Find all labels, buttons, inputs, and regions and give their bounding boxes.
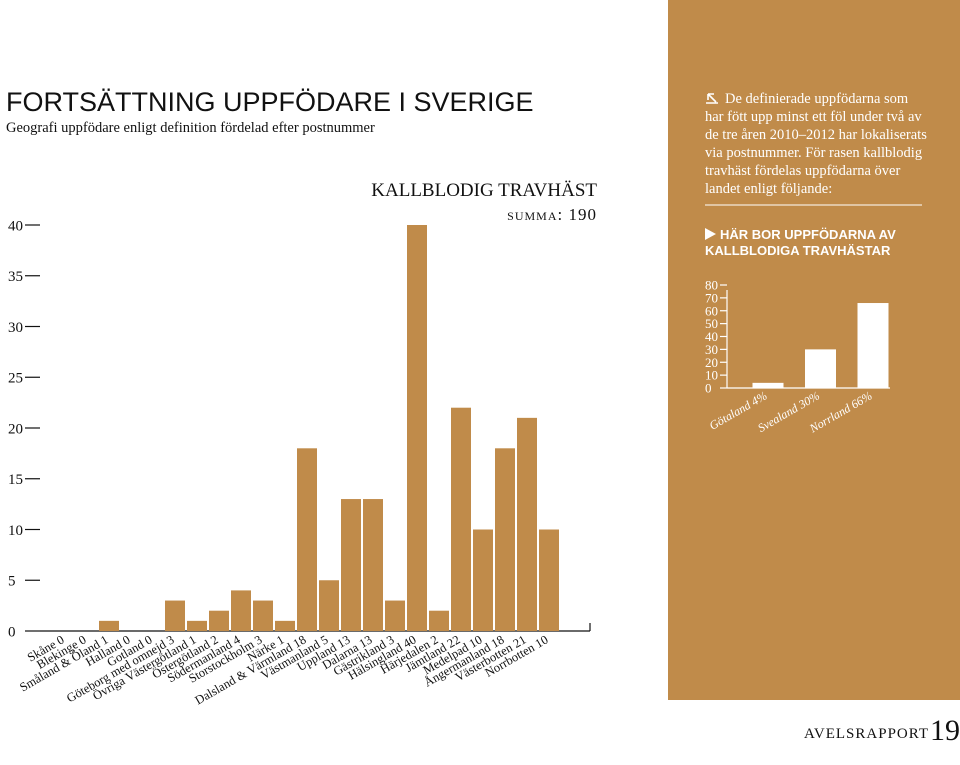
bar [165,600,185,631]
y-tick-label: 10 [705,368,718,383]
bar [857,303,889,388]
bar [275,620,295,631]
y-tick-label: 10 [8,523,23,539]
y-tick-label: 25 [8,371,23,387]
y-tick-label: 20 [705,355,718,370]
y-tick-label: 0 [705,381,712,396]
note-icon [706,93,718,104]
bar [805,349,836,388]
bar [209,610,229,631]
bar [407,225,427,631]
bar [495,448,515,631]
bar [473,529,493,631]
y-tick-label: 15 [8,472,23,488]
bar [231,590,251,631]
bar [451,407,471,631]
bar [187,620,207,631]
y-tick-label: 80 [705,278,718,293]
y-tick-label: 50 [705,316,718,331]
bar [341,499,361,631]
heading-line: KALLBLODIGA TRAVHÄSTAR [705,243,891,258]
bar [539,529,559,631]
y-tick-label: 40 [8,218,23,234]
y-tick-label: 30 [705,342,718,357]
bar [752,382,784,388]
y-tick-label: 40 [705,329,718,344]
y-tick-label: 70 [705,290,718,305]
chart-title: KALLBLODIG TRAVHÄST [371,180,597,201]
bar [385,600,405,631]
page-title: FORTSÄTTNING UPPFÖDARE I SVERIGE [6,87,534,117]
bar [319,580,339,631]
y-tick-label: 5 [8,574,16,590]
sidebar-text: De definierade uppfödarna som har fött u… [705,91,927,197]
footer-label: AVELSRAPPORT [804,726,929,742]
heading-line: HÄR BOR UPPFÖDARNA AV [720,227,896,242]
y-tick-label: 30 [8,320,23,336]
y-tick-label: 60 [705,303,718,318]
page-number: 19 [930,714,960,747]
bar [99,620,119,631]
bar [253,600,273,631]
bar [429,610,449,631]
heading-arrow [705,228,716,240]
page-subtitle: Geografi uppfödare enligt definition för… [6,120,375,136]
bar [517,417,537,631]
y-tick-label: 20 [8,421,23,437]
y-tick-label: 35 [8,269,23,285]
bar [297,448,317,631]
chart-subtitle: summa: 190 [507,205,597,224]
bar [363,499,383,631]
y-tick-label: 0 [8,624,16,640]
sidebar-heading: HÄR BOR UPPFÖDARNA AV KALLBLODIGA TRAVHÄS… [705,227,896,258]
